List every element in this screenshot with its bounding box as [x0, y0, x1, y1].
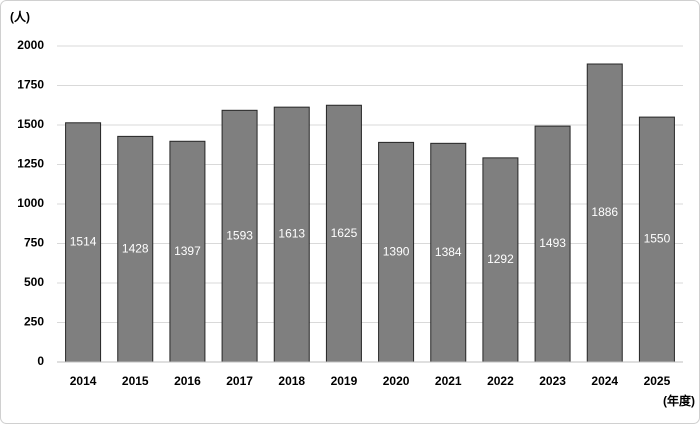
x-tick-label: 2016: [174, 374, 201, 388]
y-tick-label: 250: [24, 315, 44, 329]
bar: [169, 140, 206, 363]
y-tick-label: 1250: [17, 157, 44, 171]
y-unit-label: (人): [10, 9, 30, 24]
y-tick-label: 750: [24, 236, 44, 250]
value-label: 1493: [539, 236, 566, 250]
x-tick-label: 2017: [226, 374, 253, 388]
bar: [65, 122, 102, 363]
x-unit-label: (年度): [663, 393, 695, 408]
value-label: 1390: [383, 244, 410, 258]
value-label: 1613: [278, 227, 305, 241]
y-tick-label: 0: [37, 354, 44, 368]
value-label: 1593: [226, 228, 253, 242]
x-tick-label: 2019: [331, 374, 358, 388]
x-tick-label: 2025: [644, 374, 671, 388]
x-tick-label: 2020: [383, 374, 410, 388]
x-tick-label: 2014: [70, 374, 97, 388]
value-label: 1550: [644, 232, 671, 246]
y-tick-label: 2000: [17, 38, 44, 52]
y-tick-label: 1750: [17, 78, 44, 92]
bar: [430, 142, 467, 363]
y-tick-label: 1500: [17, 117, 44, 131]
y-tick-label: 500: [24, 275, 44, 289]
value-label: 1397: [174, 244, 201, 258]
value-label: 1625: [331, 226, 358, 240]
x-tick-label: 2023: [539, 374, 566, 388]
bar: [534, 125, 571, 363]
bar: [638, 116, 675, 363]
value-label: 1384: [435, 245, 462, 259]
value-label: 1428: [122, 241, 149, 255]
bar: [586, 63, 623, 363]
bar: [378, 141, 415, 363]
x-tick-label: 2018: [278, 374, 305, 388]
x-tick-label: 2022: [487, 374, 514, 388]
value-label: 1292: [487, 252, 514, 266]
value-label: 1886: [591, 205, 618, 219]
x-tick-label: 2015: [122, 374, 149, 388]
x-tick-label: 2021: [435, 374, 462, 388]
value-label: 1514: [70, 235, 97, 249]
bar: [221, 109, 258, 363]
bar: [117, 135, 154, 363]
bar: [482, 157, 519, 363]
x-tick-label: 2024: [591, 374, 618, 388]
y-tick-label: 1000: [17, 196, 44, 210]
